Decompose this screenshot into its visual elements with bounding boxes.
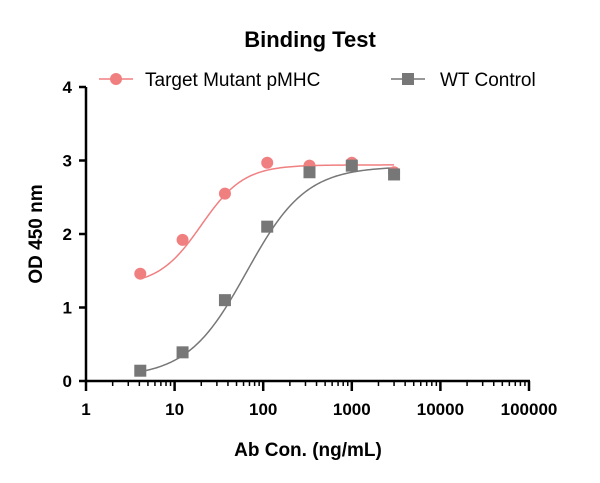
legend-label-wt-control: WT Control <box>440 70 536 91</box>
fit-curves <box>140 164 395 373</box>
legend-entry-target-mutant: Target Mutant pMHC <box>99 70 320 91</box>
data-point-target-mutant-pmhc <box>176 233 189 246</box>
legend-entry-wt-control: WT Control <box>391 70 536 91</box>
data-point-wt-control <box>261 220 274 233</box>
data-point-target-mutant-pmhc <box>261 156 274 169</box>
y-tick-label: 0 <box>63 372 72 391</box>
x-tick-label: 100 <box>249 400 277 419</box>
data-point-wt-control <box>345 159 358 172</box>
x-tick-label: 10000 <box>417 400 464 419</box>
x-axis-ticks: 1 10 100 1000 10000 100000 <box>81 381 557 419</box>
data-point-wt-control <box>134 364 147 377</box>
data-point-wt-control <box>388 168 401 181</box>
x-tick-label: 10 <box>165 400 184 419</box>
y-axis-ticks: 0 1 2 3 4 <box>63 78 86 391</box>
chart-title: Binding Test <box>244 27 376 52</box>
legend-marker-wt-control <box>402 73 414 85</box>
x-tick-label: 100000 <box>501 400 558 419</box>
data-point-wt-control <box>303 166 316 179</box>
data-point-target-mutant-pmhc <box>134 267 147 280</box>
data-points <box>134 156 401 377</box>
y-tick-label: 2 <box>63 225 72 244</box>
data-point-wt-control <box>218 294 231 307</box>
y-tick-label: 4 <box>63 78 73 97</box>
x-axis-label: Ab Con. (ng/mL) <box>234 440 382 461</box>
data-point-wt-control <box>176 346 189 359</box>
x-tick-label: 1000 <box>333 400 371 419</box>
chart-legend: Target Mutant pMHC WT Control <box>99 70 536 91</box>
fit-curve-wt-control <box>140 167 395 373</box>
y-tick-label: 3 <box>63 152 72 171</box>
y-tick-label: 1 <box>63 299 72 318</box>
y-axis-label: OD 450 nm <box>26 184 47 283</box>
data-point-target-mutant-pmhc <box>218 187 231 200</box>
x-tick-label: 1 <box>81 400 90 419</box>
legend-marker-target-mutant <box>110 73 122 85</box>
legend-label-target-mutant: Target Mutant pMHC <box>145 70 320 91</box>
